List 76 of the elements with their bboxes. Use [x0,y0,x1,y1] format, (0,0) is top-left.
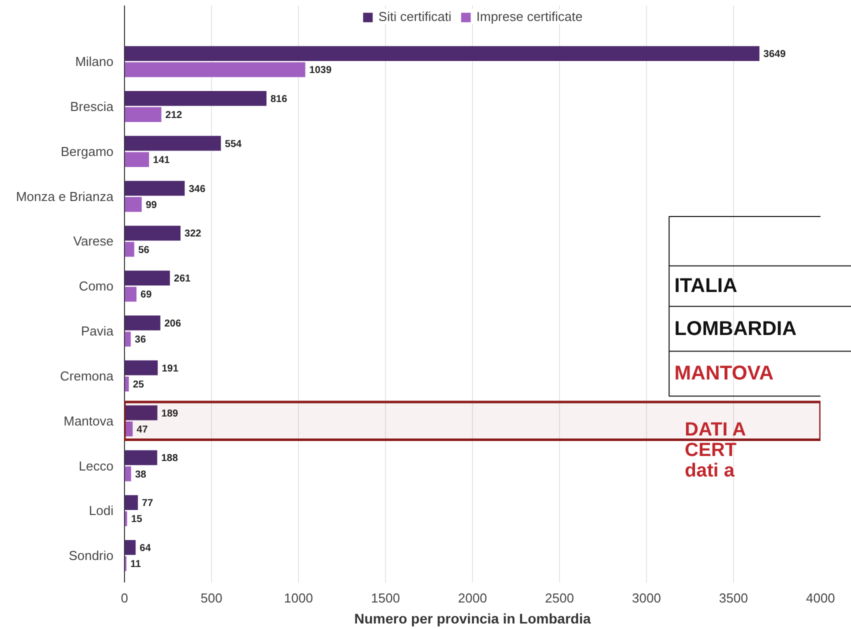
data-label: 188 [161,453,178,464]
y-tick-label: Monza e Brianza [16,188,114,204]
bar [124,196,142,212]
data-label: 212 [165,110,183,122]
data-label: 141 [153,155,170,166]
data-label: 11 [130,559,142,570]
data-label: 189 [161,408,179,420]
annotation: MANTOVA [674,362,774,385]
data-label: 38 [135,469,147,480]
data-label: 99 [146,200,158,211]
bar [124,495,138,510]
x-tick-label: 1000 [284,590,313,606]
annotation: ITALIA [674,275,738,298]
bar [124,360,158,376]
bar [124,136,221,151]
annotation: DATI A [684,419,746,440]
data-label: 322 [184,228,202,240]
data-label: 25 [132,380,144,391]
annotation: dati a [684,460,735,482]
y-tick-label: Como [78,278,114,294]
data-label: 15 [131,514,143,526]
data-label: 3649 [763,49,786,60]
data-label: 36 [134,334,146,346]
bar [124,286,137,302]
x-tick-label: 2000 [458,590,487,606]
x-tick-label: 1500 [371,590,400,606]
annotation: LOMBARDIA [674,318,797,340]
bar [124,46,760,61]
x-tick-label: 0 [120,590,128,606]
y-tick-label: Brescia [70,99,114,114]
bar [124,405,158,420]
bar [124,152,150,167]
legend-label: Imprese certificate [476,9,583,24]
data-label: 191 [162,363,179,374]
y-tick-label: Bergamo [60,144,114,159]
bar [124,107,162,122]
y-tick-label: Mantova [64,413,114,428]
bar [124,450,158,466]
bar [124,332,131,347]
y-tick-label: Sondrio [68,548,114,564]
data-label: 261 [174,274,192,285]
x-tick-label: 3500 [719,590,748,606]
bar [124,316,160,330]
data-label: 64 [140,542,152,554]
data-label: 346 [188,184,206,195]
bar [124,270,170,286]
x-tick-label: 500 [200,590,222,606]
bar [124,466,132,482]
data-label: 206 [164,318,182,330]
y-tick-label: Milano [75,54,114,70]
data-label: 47 [136,424,148,436]
bar [124,91,266,106]
x-tick-label: 2500 [545,590,574,606]
bar [124,376,129,392]
bar [124,421,133,436]
data-label: 1039 [309,65,332,76]
y-tick-label: Varese [73,234,114,249]
data-label: 816 [270,94,288,105]
bar [124,242,134,257]
y-tick-label: Lodi [88,503,114,518]
bar [124,540,136,555]
x-tick-label: 3000 [632,590,661,606]
y-tick-label: Pavia [80,324,114,339]
x-tick-label: 4000 [806,590,835,606]
y-tick-label: Cremona [60,368,114,384]
bar [124,226,181,241]
legend-label: Siti certificati [378,9,452,24]
y-tick-label: Lecco [78,458,114,474]
x-axis-title: Numero per provincia in Lombardia [354,610,591,626]
data-label: 56 [138,244,150,256]
annotation: CERT [684,440,737,461]
bar [124,180,185,196]
data-label: 554 [224,138,242,150]
data-label: 77 [142,498,154,510]
bar [124,62,306,78]
data-label: 69 [140,290,152,301]
